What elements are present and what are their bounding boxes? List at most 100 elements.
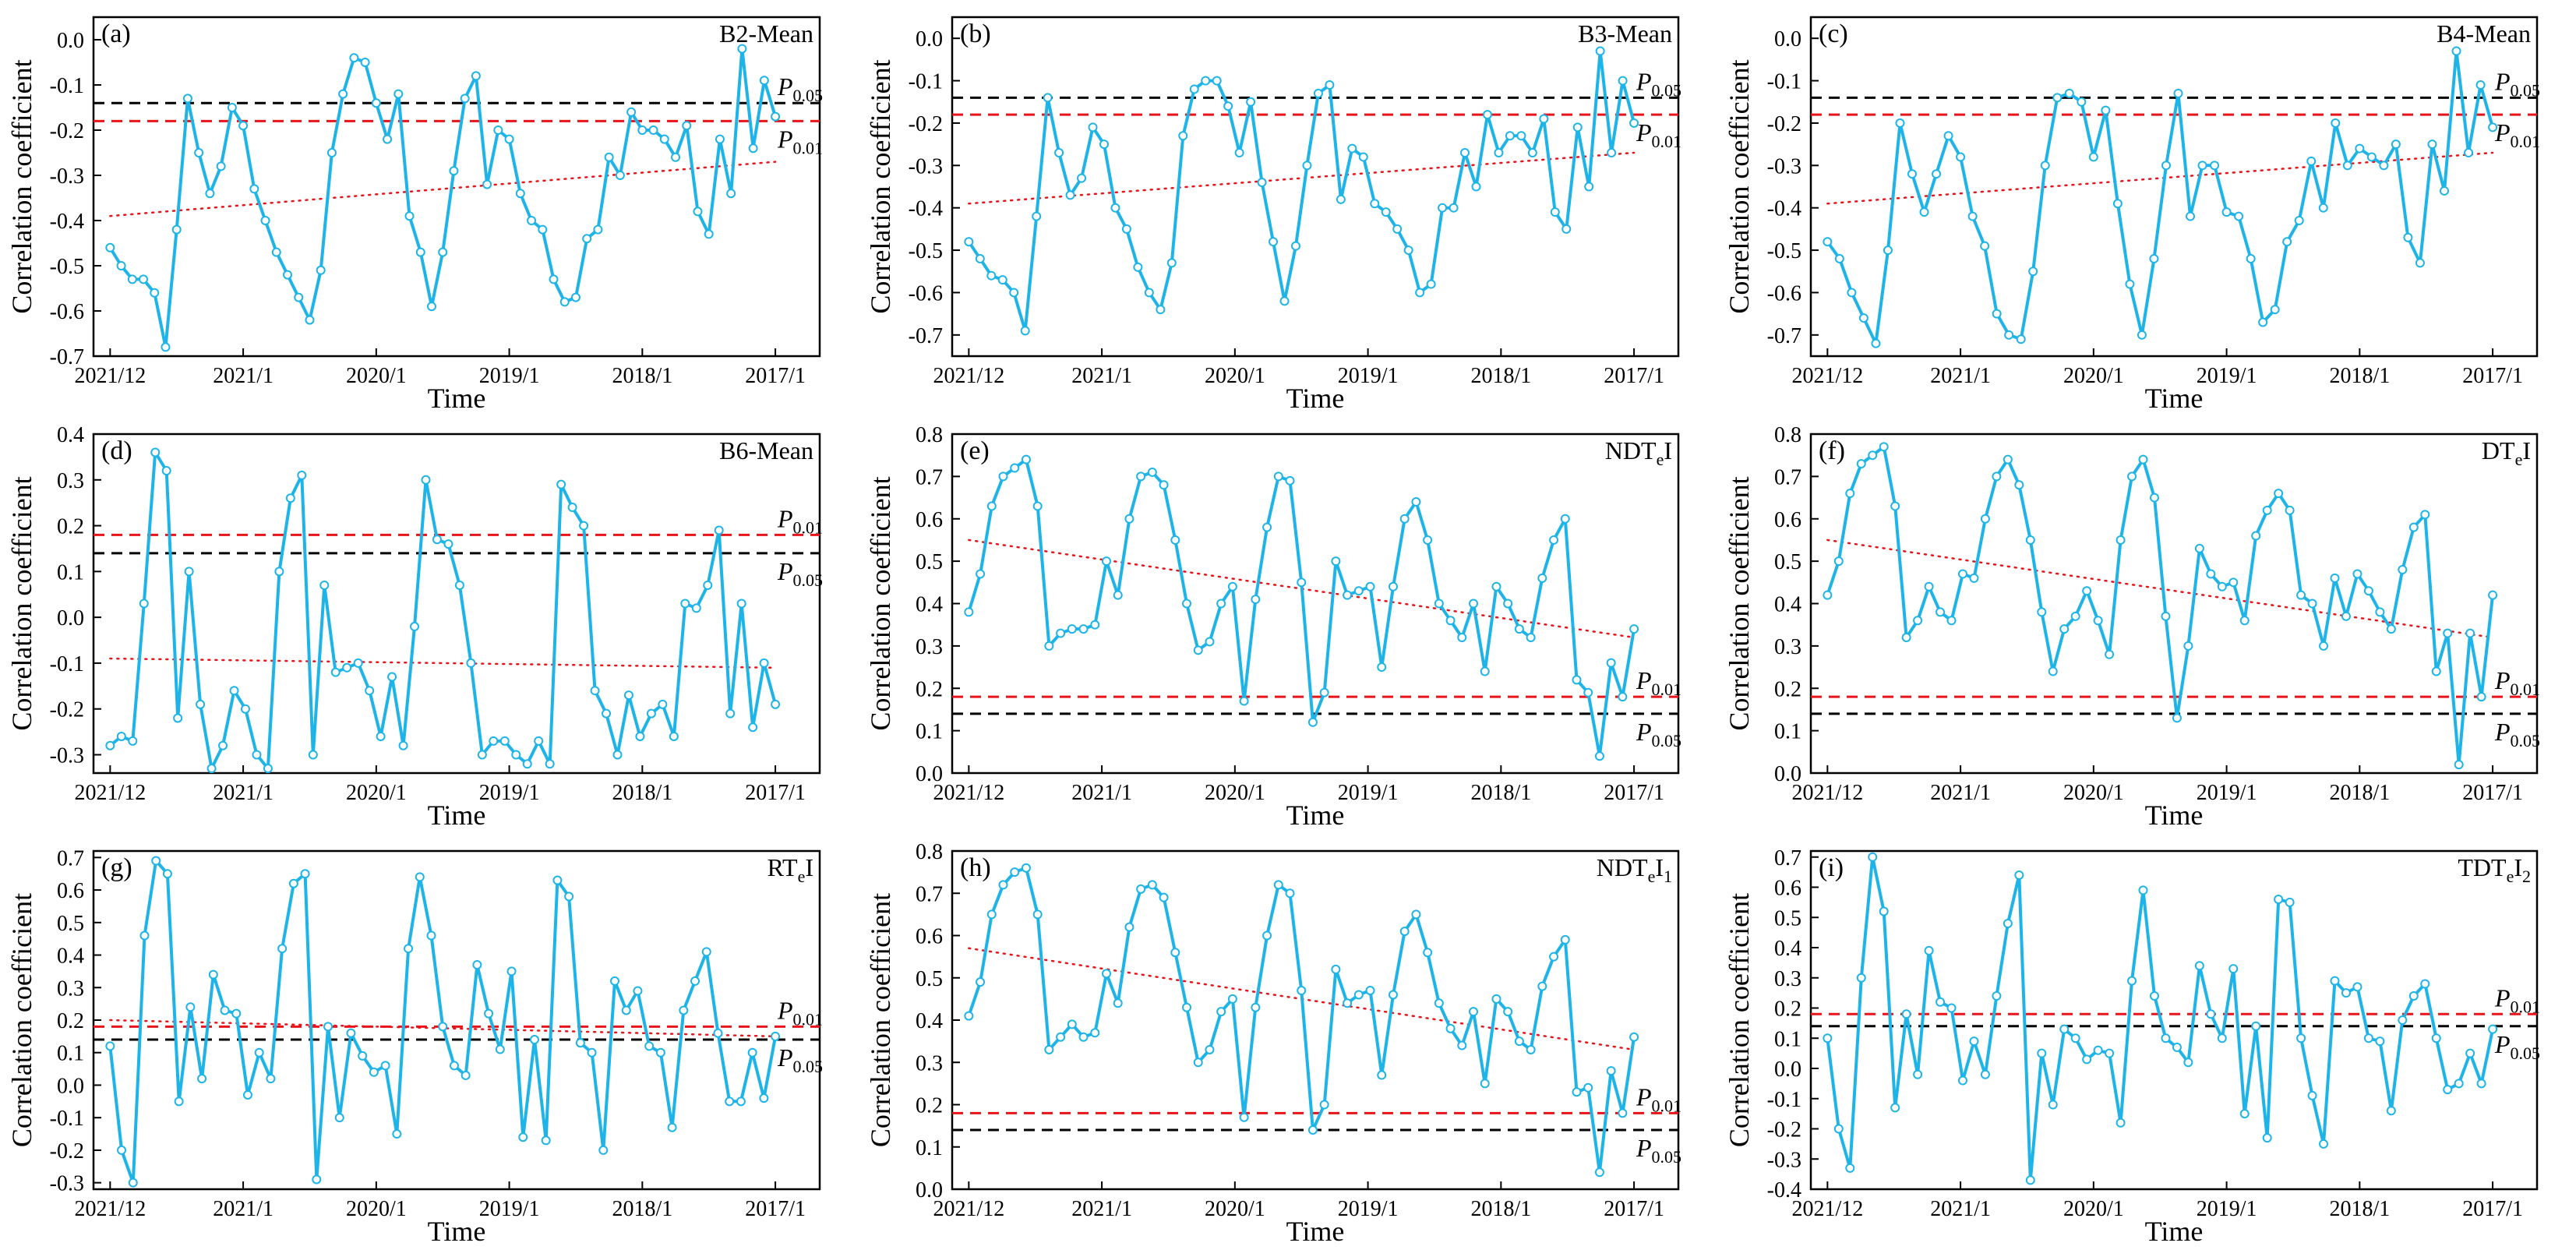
data-point [477,750,487,760]
data-point [1307,717,1318,727]
data-point [2330,976,2340,986]
data-point [2262,1133,2272,1143]
data-point [1205,1044,1215,1054]
data-point [2262,505,2272,515]
data-point [482,179,492,189]
data-point [196,699,206,709]
data-point [2330,573,2340,583]
data-point [2014,870,2024,880]
p01-label: P0.01 [777,125,823,157]
data-point [1331,964,1341,974]
data-point [2415,258,2425,268]
data-point [1423,948,1433,958]
data-point [1010,463,1020,473]
y-tick-label: -0.4 [1767,197,1801,221]
data-point [1895,118,1905,128]
data-point [1147,467,1157,477]
y-tick-label: -0.2 [1767,1118,1801,1142]
data-point [415,247,425,257]
data-point [2251,531,2261,541]
data-point [2454,1079,2464,1089]
data-point [271,247,281,257]
x-tick-label: 2021/12 [74,781,146,805]
data-point [376,731,386,741]
data-point [669,731,679,741]
data-point [2258,317,2268,327]
data-point [260,216,270,225]
data-point [1969,1036,1979,1047]
data-point [2375,607,2385,617]
data-point [986,270,997,281]
y-tick-label: 0.8 [916,423,943,447]
x-tick-label: 2020/1 [346,781,407,805]
plot-frame [951,16,1680,358]
data-point [404,211,415,221]
data-point [771,699,781,709]
y-tick-label: 0.7 [916,465,943,489]
data-point [1189,84,1199,94]
series-line [1826,445,2495,767]
data-point [1561,224,1572,234]
data-point [369,1067,379,1077]
x-tick-label: 2021/12 [933,781,1004,805]
data-point [1618,692,1628,702]
data-point [1494,148,1504,157]
data-point [1147,880,1157,890]
data-point [975,253,985,263]
data-point [1044,1044,1054,1054]
panel-i: -0.4 -0.3 -0.2 -0.1 0.0 0.1 0.2 0.3 0.4 0.5 0.6 0.7… [1717,834,2576,1250]
data-point [998,471,1008,482]
data-point [2408,991,2419,1001]
data-point [701,947,711,957]
y-tick-label: 0.1 [916,1136,943,1160]
y-tick-label: 0.4 [1774,593,1801,617]
data-point [1823,237,1833,247]
data-point [2194,543,2204,553]
data-point [2443,628,2453,638]
data-point [2052,93,2063,103]
data-point [704,229,714,239]
data-point [421,475,431,485]
data-point [1871,338,1881,348]
x-axis-label: Time [1286,800,1345,831]
data-point [1901,633,1911,642]
data-point [564,892,574,902]
x-tick-label: 2021/1 [213,1197,273,1221]
data-point [747,1047,757,1058]
y-tick-label: -0.1 [50,74,84,98]
data-point [2217,581,2227,591]
x-tick-label: 2021/12 [1791,781,1863,805]
data-point [1583,1082,1593,1093]
data-point [358,1050,368,1061]
y-tick-label: 0.1 [1774,720,1801,744]
data-point [484,1008,494,1019]
data-point [1336,194,1346,204]
data-point [2296,1033,2306,1043]
data-point [635,731,645,741]
data-point [1434,599,1444,609]
p05-label: P0.05 [1636,1134,1681,1167]
data-point [1043,93,1053,103]
x-tick-label: 2019/1 [1338,1197,1399,1221]
data-point [1290,241,1300,251]
x-tick-label: 2017/1 [745,1197,806,1221]
data-point [2342,161,2352,171]
y-tick-label: -0.3 [1767,154,1801,178]
y-tick-label: -0.6 [1767,281,1801,305]
y-tick-label: -0.1 [1767,1088,1801,1112]
data-point [559,297,570,307]
x-tick-label: 2021/12 [1791,364,1863,388]
data-point [1313,88,1323,98]
y-tick-label: -0.7 [909,324,943,348]
data-point [1319,1100,1329,1110]
panel-d: -0.3 -0.2 -0.1 0.0 0.1 0.2 0.3 0.4 2021/12 2021/1… [0,417,859,834]
x-tick-label: 2018/1 [1470,781,1531,805]
data-point [1285,475,1295,486]
data-point [2355,143,2365,154]
data-point [1629,118,1639,128]
data-point [2070,611,2080,621]
data-point [1480,1079,1490,1089]
plot-frame [951,849,1680,1191]
data-point [1583,687,1593,697]
data-point [1560,514,1570,524]
